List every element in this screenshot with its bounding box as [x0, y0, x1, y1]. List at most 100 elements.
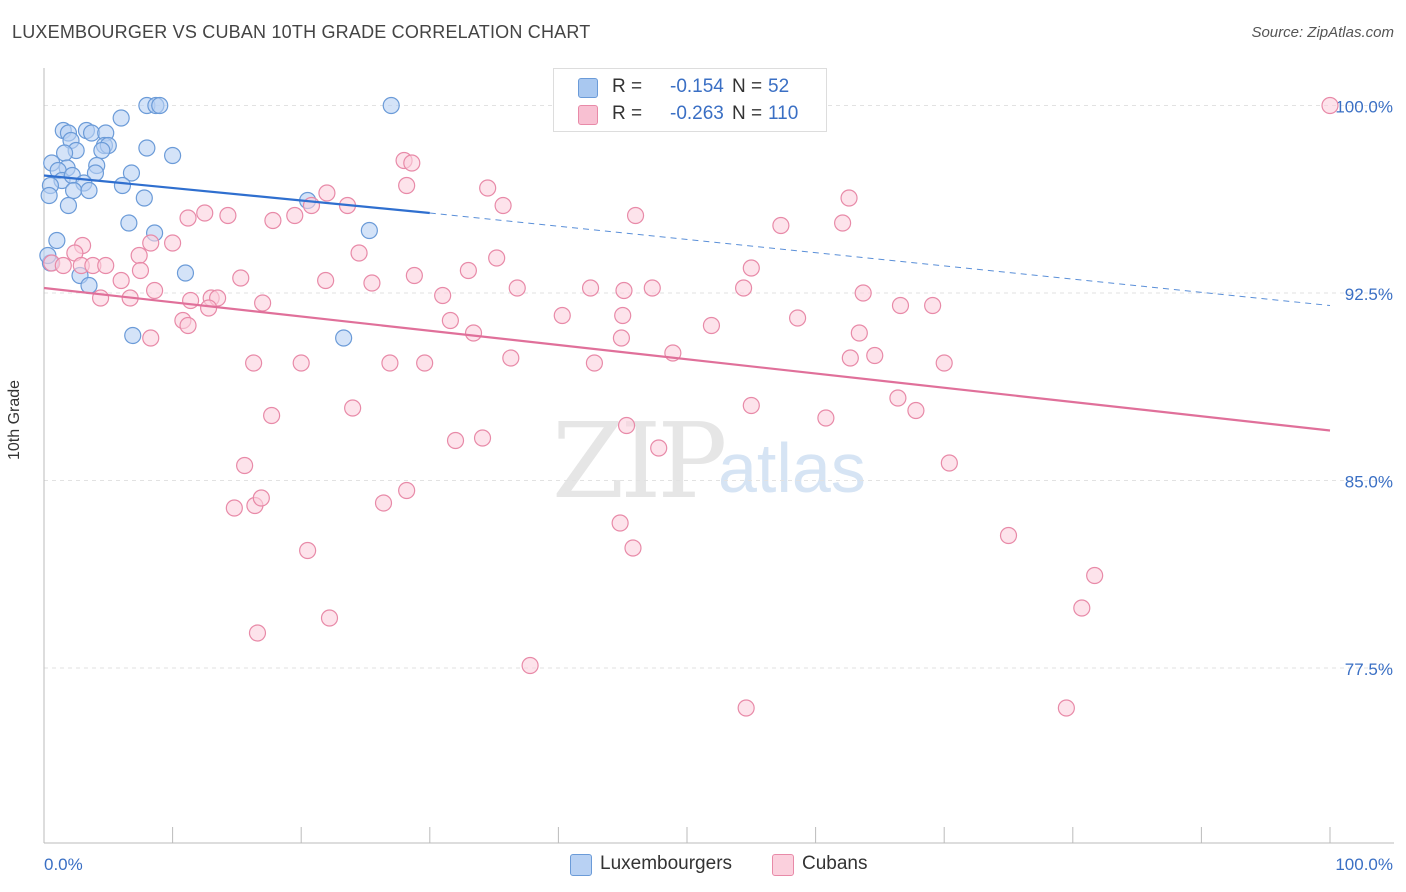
- legend-label-cubans: Cubans: [802, 853, 868, 874]
- luxembourger-point: [138, 139, 156, 157]
- luxembourger-point: [80, 276, 98, 295]
- cuban-point: [130, 246, 148, 265]
- legend-r-value: -0.154: [670, 76, 724, 97]
- cuban-point: [344, 399, 362, 417]
- legend-r-value: -0.263: [670, 103, 724, 124]
- cuban-point: [615, 281, 633, 300]
- luxembourger-point: [80, 181, 98, 200]
- legend-r-label: R =: [612, 76, 643, 97]
- cuban-point: [317, 271, 335, 290]
- cuban-point: [742, 396, 760, 415]
- cuban-point: [219, 206, 237, 225]
- cuban-point: [252, 489, 270, 507]
- luxembourger-point: [151, 96, 169, 115]
- cuban-point: [1057, 699, 1075, 717]
- cuban-point: [245, 354, 263, 372]
- cuban-point: [788, 309, 807, 327]
- luxembourger-point: [124, 326, 142, 345]
- cuban-point: [617, 416, 636, 435]
- cuban-point: [97, 256, 115, 275]
- cuban-point: [702, 316, 721, 335]
- cuban-point: [643, 279, 661, 297]
- y-tick-label: 100.0%: [1335, 98, 1393, 117]
- cuban-point: [350, 244, 368, 262]
- x-tick-label: 0.0%: [44, 855, 83, 874]
- cuban-point: [834, 214, 852, 232]
- cuban-point: [459, 261, 477, 280]
- cuban-point: [441, 311, 459, 330]
- cuban-point: [494, 196, 512, 215]
- luxembourger-point: [113, 176, 132, 195]
- luxembourger-point: [335, 329, 353, 347]
- cuban-point: [889, 389, 907, 407]
- cuban-point: [200, 299, 218, 317]
- cuban-point: [381, 354, 399, 372]
- cuban-point: [841, 349, 859, 367]
- cuban-point: [614, 306, 632, 325]
- luxembourger-point: [176, 264, 195, 282]
- luxembourger-point: [122, 164, 141, 182]
- cuban-point: [581, 279, 600, 297]
- cuban-point: [318, 184, 336, 202]
- luxembourger-trendline-extension: [429, 212, 1331, 306]
- cuban-point: [521, 656, 539, 675]
- cuban-point: [363, 274, 381, 292]
- cuban-point: [434, 286, 452, 305]
- legend-swatch-luxembourgers: [578, 78, 598, 98]
- legend-n-label: N =: [732, 76, 763, 97]
- cuban-point: [612, 329, 631, 347]
- cuban-point: [196, 204, 214, 222]
- luxembourger-point: [93, 141, 111, 160]
- luxembourger-point: [40, 186, 58, 205]
- cuban-point: [232, 269, 250, 287]
- cuban-point: [999, 526, 1018, 545]
- cuban-point: [850, 324, 868, 342]
- cuban-point: [145, 281, 164, 300]
- cuban-point: [164, 234, 182, 252]
- cuban-point: [488, 249, 506, 267]
- cuban-point: [248, 624, 267, 642]
- luxembourger-point: [112, 109, 130, 127]
- cuban-point: [473, 429, 492, 447]
- cuban-point: [403, 154, 421, 172]
- x-tick-label: 100.0%: [1335, 855, 1393, 874]
- cuban-point: [742, 259, 760, 277]
- cuban-trendline: [43, 286, 1331, 432]
- cuban-point: [446, 431, 465, 450]
- chart-title: LUXEMBOURGER VS CUBAN 10TH GRADE CORRELA…: [12, 22, 591, 42]
- luxembourger-point: [164, 146, 182, 165]
- cuban-point: [854, 284, 872, 302]
- cuban-point: [891, 296, 910, 315]
- cuban-point: [840, 189, 858, 207]
- cuban-point: [611, 514, 629, 532]
- cuban-point: [179, 209, 197, 227]
- luxembourger-point: [360, 221, 378, 240]
- luxembourger-trendline: [43, 174, 430, 215]
- legend-r-label: R =: [612, 103, 643, 124]
- y-tick-label: 85.0%: [1345, 473, 1393, 492]
- cuban-point: [142, 329, 160, 347]
- luxembourger-point: [48, 231, 66, 250]
- cuban-point: [734, 279, 753, 297]
- watermark-zip: ZIP: [552, 400, 727, 522]
- watermark-atlas: atlas: [718, 429, 866, 507]
- cuban-point: [508, 279, 526, 297]
- legend-label-luxembourgers: Luxembourgers: [600, 853, 733, 874]
- cuban-point: [553, 306, 571, 325]
- cuban-point: [254, 294, 272, 312]
- y-tick-label: 77.5%: [1345, 660, 1393, 679]
- legend-n-value: 52: [768, 76, 790, 97]
- cuban-point: [416, 354, 434, 372]
- cuban-point: [286, 206, 304, 225]
- cuban-point: [131, 261, 150, 280]
- legend-swatch-cubans: [578, 105, 598, 125]
- y-tick-label: 92.5%: [1345, 285, 1393, 304]
- legend-swatch-luxembourgers: [570, 854, 592, 876]
- source-label: Source: ZipAtlas.com: [1251, 24, 1394, 41]
- cuban-point: [907, 401, 925, 420]
- legend-n-label: N =: [732, 103, 763, 124]
- cuban-point: [479, 179, 497, 197]
- cuban-point: [299, 541, 317, 560]
- cuban-point: [817, 409, 835, 427]
- cuban-point: [264, 211, 282, 230]
